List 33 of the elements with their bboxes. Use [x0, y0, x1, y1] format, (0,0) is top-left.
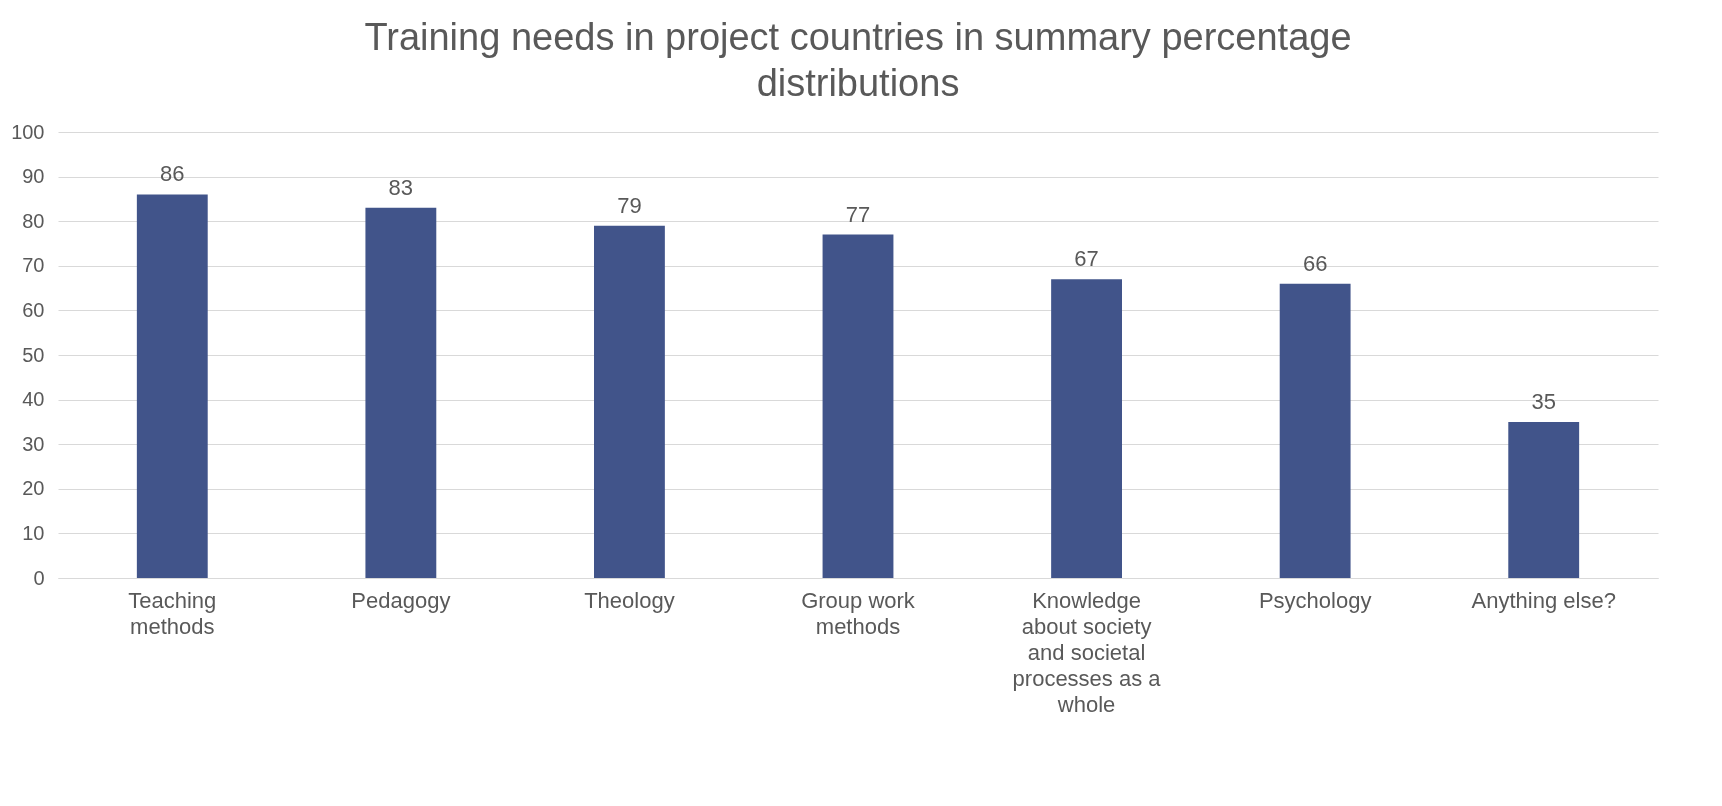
bar: [1508, 421, 1580, 578]
y-tick-label: 10: [22, 521, 45, 544]
y-tick-label: 30: [22, 432, 45, 455]
y-tick-label: 70: [22, 254, 45, 277]
data-label: 35: [1531, 388, 1556, 414]
data-label: 77: [845, 201, 871, 227]
bar: [822, 234, 894, 578]
x-tick-label: Theology: [584, 587, 675, 613]
bar: [1279, 283, 1351, 578]
y-tick-label: 50: [22, 343, 45, 366]
data-label: 79: [617, 192, 642, 218]
y-tick-label: 80: [22, 209, 45, 232]
y-tick-label: 20: [22, 477, 45, 500]
data-label: 67: [1074, 246, 1099, 272]
bar: [136, 194, 208, 578]
y-tick-label: 0: [33, 566, 45, 589]
y-tick-label: 100: [11, 120, 45, 143]
x-tick-label: Group work methods: [801, 587, 916, 639]
y-tick-label: 40: [22, 388, 45, 411]
x-tick-label: Knowledge about society and societal processes as a whole: [1012, 587, 1162, 717]
bar: [365, 207, 437, 578]
bar: [1051, 279, 1122, 578]
data-label: 83: [388, 174, 414, 200]
x-tick-label: Pedagogy: [351, 587, 451, 613]
x-tick-label: Psychology: [1258, 587, 1372, 613]
chart-title: Training needs in project countries in summary percentage distributions: [364, 16, 1352, 104]
x-tick-label: Teaching methods: [128, 587, 217, 639]
y-tick-label: 90: [22, 165, 45, 188]
data-label: 66: [1302, 250, 1328, 276]
bar: [594, 225, 665, 578]
x-tick-label: Anything else?: [1471, 587, 1616, 613]
y-tick-label: 60: [22, 298, 45, 321]
data-label: 86: [160, 161, 185, 187]
